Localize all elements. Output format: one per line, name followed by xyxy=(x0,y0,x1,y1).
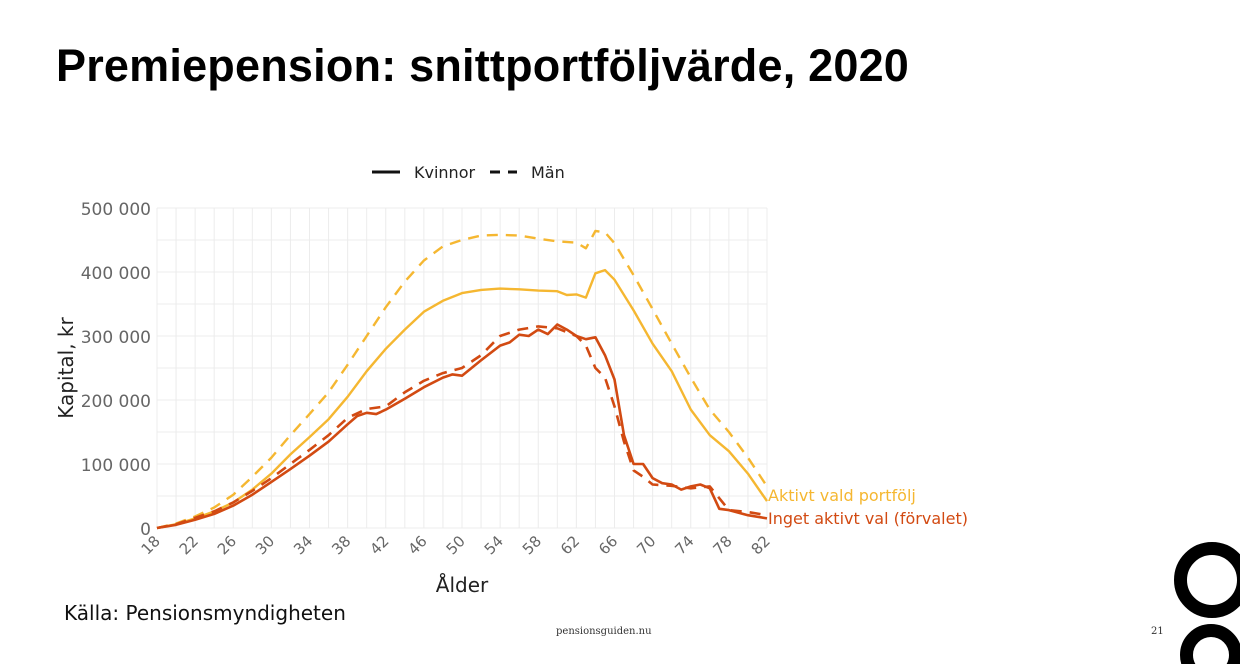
footer-site: pensionsguiden.nu xyxy=(556,626,652,637)
chart-grid xyxy=(156,207,768,529)
annotation-aktivt: Aktivt vald portfölj xyxy=(768,486,916,505)
x-tick-label: 26 xyxy=(214,532,240,558)
x-tick-label: 46 xyxy=(404,532,430,558)
legend-label-kvinnor: Kvinnor xyxy=(414,163,475,182)
chart-annotations: Aktivt vald portfölj Inget aktivt val (fö… xyxy=(768,486,968,528)
x-tick-label: 38 xyxy=(328,532,354,558)
legend-label-man: Män xyxy=(531,163,565,182)
x-axis-label: Ålder xyxy=(436,573,489,597)
x-tick-labels: 18 22 26 30 34 38 42 46 50 54 58 62 66 70 74 78 82 xyxy=(138,532,774,558)
x-tick-label: 30 xyxy=(252,532,278,558)
x-tick-label: 78 xyxy=(709,532,735,558)
x-tick-label: 58 xyxy=(519,532,545,558)
y-tick-label: 500 000 xyxy=(81,200,151,220)
series-line-aktivt-solid xyxy=(156,268,768,530)
x-tick-label: 82 xyxy=(748,532,774,558)
series-line-aktivt-dashed xyxy=(156,229,769,530)
slide-title: Premiepension: snittportföljvärde, 2020 xyxy=(56,40,910,91)
chart-series xyxy=(156,229,769,530)
series-line-inget-dashed xyxy=(156,325,768,530)
x-tick-label: 70 xyxy=(633,532,659,558)
x-tick-label: 34 xyxy=(290,532,316,558)
x-tick-label: 74 xyxy=(671,532,697,558)
x-tick-label: 54 xyxy=(481,532,507,558)
y-tick-labels: 0 100 000 200 000 300 000 400 000 500 000 xyxy=(81,200,151,540)
x-tick-label: 22 xyxy=(176,532,202,558)
y-tick-label: 300 000 xyxy=(81,328,151,348)
source-note: Källa: Pensionsmyndigheten xyxy=(64,601,346,625)
brand-logo xyxy=(1170,538,1240,664)
y-axis-label: Kapital, kr xyxy=(54,317,78,419)
y-tick-label: 400 000 xyxy=(81,264,151,284)
y-tick-label: 200 000 xyxy=(81,392,151,412)
x-tick-label: 42 xyxy=(366,532,392,558)
legend: Kvinnor Män xyxy=(372,163,565,182)
x-tick-label: 62 xyxy=(557,532,583,558)
logo-ring-top xyxy=(1174,542,1240,618)
annotation-inget: Inget aktivt val (förvalet) xyxy=(768,509,968,528)
y-tick-label: 0 xyxy=(140,520,151,540)
logo-ring-bottom xyxy=(1180,624,1240,664)
x-tick-label: 66 xyxy=(595,532,621,558)
x-tick-label: 50 xyxy=(443,532,469,558)
y-tick-label: 100 000 xyxy=(81,456,151,476)
page-number: 21 xyxy=(1151,626,1164,637)
